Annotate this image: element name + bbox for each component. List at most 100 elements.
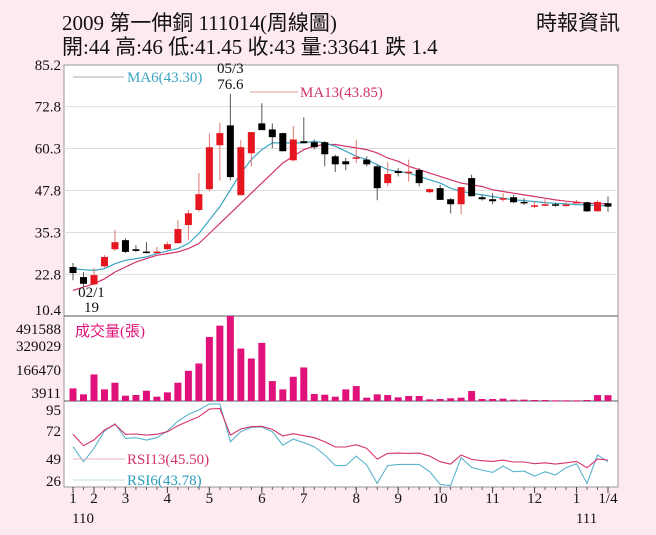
- candle-down: [79, 277, 87, 284]
- volume-tick-label: 329029: [16, 339, 61, 355]
- high-date-label: 05/3: [217, 61, 244, 77]
- volume-bar: [552, 400, 560, 402]
- candle-up: [247, 132, 255, 154]
- candle-down: [436, 188, 444, 200]
- month-label: 9: [394, 491, 402, 507]
- volume-tick-label: 491588: [16, 322, 61, 338]
- candle-down: [226, 125, 234, 178]
- volume-bar: [153, 396, 161, 401]
- candle-down: [258, 123, 266, 131]
- year-label: 111: [576, 511, 597, 527]
- volume-bar: [384, 395, 392, 401]
- candle-up: [405, 171, 413, 174]
- volume-bar: [111, 382, 119, 401]
- volume-bar: [321, 394, 329, 401]
- rsi-tick-label: 72: [46, 424, 61, 440]
- volume-bar: [310, 394, 318, 401]
- rsi13-legend: RSI13(45.50): [127, 452, 209, 468]
- volume-bar: [583, 400, 591, 402]
- candle-up: [153, 251, 161, 254]
- volume-bar: [268, 381, 276, 401]
- volume-bar: [573, 400, 581, 402]
- volume-bar: [90, 374, 98, 401]
- candle-up: [289, 139, 297, 161]
- month-label: 1: [573, 491, 581, 507]
- candle-up: [195, 194, 203, 210]
- candle-down: [510, 197, 518, 203]
- candle-up: [174, 229, 182, 244]
- ma6-line: [72, 140, 608, 272]
- volume-bar: [100, 389, 108, 401]
- volume-bar: [531, 400, 539, 402]
- plot-background: [63, 64, 619, 488]
- candle-down: [331, 156, 339, 165]
- candle-up: [205, 147, 213, 190]
- candle-down: [69, 267, 77, 274]
- price-tick-label: 85.2: [35, 58, 61, 74]
- month-label: 11: [485, 491, 499, 507]
- candle-up: [426, 189, 434, 193]
- candle-down: [121, 240, 129, 252]
- candle-up: [184, 213, 192, 226]
- volume-bar: [121, 395, 129, 401]
- candle-down: [583, 202, 591, 212]
- candle-up: [237, 147, 245, 196]
- candle-up: [499, 198, 507, 200]
- candle-down: [300, 141, 308, 144]
- price-tick-label: 47.8: [35, 184, 61, 200]
- volume-bar: [541, 400, 549, 402]
- volume-bar: [258, 342, 266, 401]
- candle-up: [216, 133, 224, 146]
- candle-up: [163, 244, 171, 250]
- volume-bar: [69, 388, 77, 401]
- volume-bar: [79, 394, 87, 401]
- volume-bar: [216, 325, 224, 401]
- candle-down: [604, 203, 612, 207]
- volume-bar: [132, 395, 140, 401]
- month-label: 1: [69, 491, 77, 507]
- candle-down: [394, 171, 402, 174]
- candle-down: [468, 178, 476, 197]
- price-tick-label: 72.8: [35, 100, 61, 116]
- volume-bar: [226, 316, 234, 401]
- candle-up: [541, 204, 549, 206]
- volume-bar: [237, 348, 245, 401]
- volume-bar: [405, 396, 413, 401]
- chart-title: 2009 第一伸銅 111014(周線圖): [62, 11, 337, 35]
- volume-bar: [499, 398, 507, 401]
- price-tick-label: 22.8: [35, 267, 61, 283]
- volume-bar: [489, 399, 497, 401]
- candle-up: [573, 201, 581, 204]
- volume-bar: [510, 399, 518, 401]
- candle-down: [520, 201, 528, 204]
- candle-up: [352, 157, 360, 159]
- candle-up: [111, 242, 119, 250]
- rsi13-line: [72, 407, 609, 469]
- volume-title: 成交量(張): [75, 322, 145, 340]
- candle-down: [321, 142, 329, 155]
- volume-bar: [352, 386, 360, 401]
- candle-up: [100, 256, 108, 267]
- low-date-label: 02/1: [78, 285, 105, 301]
- volume-bar: [279, 389, 287, 401]
- rsi-tick-label: 26: [46, 474, 62, 490]
- volume-bar: [415, 396, 423, 401]
- candle-down: [447, 199, 455, 205]
- candle-up: [562, 204, 570, 207]
- candle-down: [342, 161, 350, 165]
- candle-up: [90, 275, 98, 285]
- volume-bar: [436, 399, 444, 401]
- month-label: 6: [258, 491, 266, 507]
- low-value-label: 19: [84, 300, 99, 316]
- ma13-legend: MA13(43.85): [300, 85, 383, 101]
- high-value-label: 76.6: [217, 77, 244, 93]
- rsi6-legend: RSI6(43.78): [127, 473, 202, 489]
- candle-down: [142, 251, 150, 254]
- volume-bar: [300, 367, 308, 401]
- month-label: 3: [122, 491, 130, 507]
- volume-bar: [342, 389, 350, 401]
- volume-bar: [373, 394, 381, 401]
- volume-bar: [289, 376, 297, 401]
